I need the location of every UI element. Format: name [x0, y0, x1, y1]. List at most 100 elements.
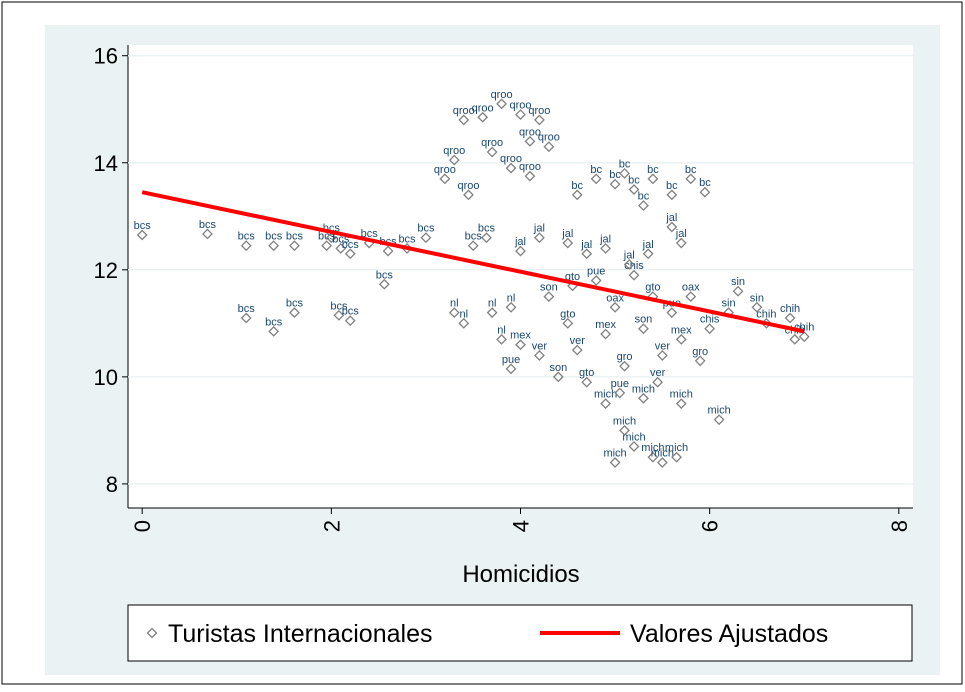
point-label: bcs [199, 219, 217, 231]
point [552, 371, 564, 383]
legend [127, 604, 913, 662]
legend-label: Turistas Internacionales [168, 620, 432, 648]
legend-label: Valores Ajustados [630, 620, 828, 648]
point-label: gro [617, 351, 633, 363]
point [515, 109, 526, 121]
point [581, 376, 593, 388]
point-label: bc [590, 164, 602, 176]
point-label: bc [685, 164, 697, 176]
point [789, 333, 801, 345]
point-label: chih [756, 308, 776, 320]
point [382, 245, 394, 257]
point [505, 363, 517, 375]
point [619, 424, 630, 436]
point-label: nl [450, 298, 459, 310]
point-label: qroo [457, 180, 479, 192]
point-label: bcs [330, 300, 348, 312]
point [344, 315, 356, 327]
point-label: jal [514, 236, 526, 248]
point-label: qroo [500, 153, 522, 165]
point-label: sin [750, 292, 764, 304]
point [581, 248, 593, 260]
point [619, 360, 630, 372]
point-label: qroo [509, 100, 531, 112]
point [666, 307, 678, 319]
point-label: mex [671, 324, 692, 336]
point-label: bcs [465, 231, 483, 243]
point [289, 307, 300, 319]
point [642, 248, 654, 260]
point [325, 232, 337, 244]
point-label: bc [647, 164, 659, 176]
point-label: jal [675, 228, 687, 240]
point [486, 307, 498, 319]
point-label: pue [587, 266, 605, 278]
point-label: bcs [417, 223, 435, 235]
point [448, 307, 460, 319]
point [486, 146, 498, 158]
y-tick-label: 10 [94, 365, 118, 390]
point [784, 312, 796, 324]
point [543, 291, 555, 302]
point [533, 232, 545, 244]
x-tick-label: 4 [509, 520, 534, 532]
point [666, 221, 678, 233]
point [798, 331, 810, 343]
point-label: jal [533, 223, 545, 235]
point [652, 376, 664, 388]
point [600, 398, 612, 410]
point-label: jal [599, 233, 611, 245]
point [505, 162, 517, 174]
point [628, 269, 640, 281]
point-label: qroo [472, 102, 494, 114]
point-label: mich [670, 389, 693, 401]
point-label: bc [571, 180, 583, 192]
x-tick-label: 6 [698, 520, 723, 532]
point [675, 237, 687, 249]
point-label: mich [603, 448, 626, 460]
point-label: ver [650, 367, 666, 379]
point-label: bcs [478, 223, 496, 235]
point [614, 387, 626, 399]
point-label: oax [606, 292, 624, 304]
x-tick-label: 2 [319, 520, 344, 532]
point-label: bc [628, 175, 640, 187]
point [675, 398, 687, 410]
point [704, 323, 716, 335]
point-label: qroo [434, 164, 456, 176]
point-label: qroo [481, 137, 503, 149]
point-label: bcs [134, 220, 152, 232]
point-label: mich [707, 405, 730, 417]
point [638, 323, 649, 335]
point-label: gto [645, 282, 660, 294]
point-label: bcs [286, 298, 304, 310]
point-label: gto [579, 367, 594, 379]
y-tick-label: 12 [94, 258, 118, 283]
y-tick-label: 14 [94, 151, 118, 176]
point [609, 178, 621, 190]
point-label: bc [609, 169, 621, 181]
point-label: bcs [376, 269, 394, 281]
point-label: bcs [265, 231, 283, 243]
point-label: ver [570, 335, 586, 347]
point [496, 98, 508, 110]
point [524, 135, 536, 147]
point [685, 173, 697, 185]
x-tick-label: 8 [887, 520, 912, 532]
point-label: bcs [342, 239, 360, 251]
point [699, 186, 711, 198]
point [533, 114, 545, 126]
point-label: mich [632, 383, 655, 395]
point-label: jal [642, 239, 654, 251]
point [628, 184, 640, 195]
point [477, 111, 489, 123]
point [647, 173, 659, 185]
point [344, 248, 356, 260]
point-label: jal [580, 239, 592, 251]
point-label: bcs [286, 231, 304, 243]
point [671, 451, 682, 463]
point [666, 189, 678, 201]
point [136, 229, 148, 241]
point [628, 441, 640, 452]
